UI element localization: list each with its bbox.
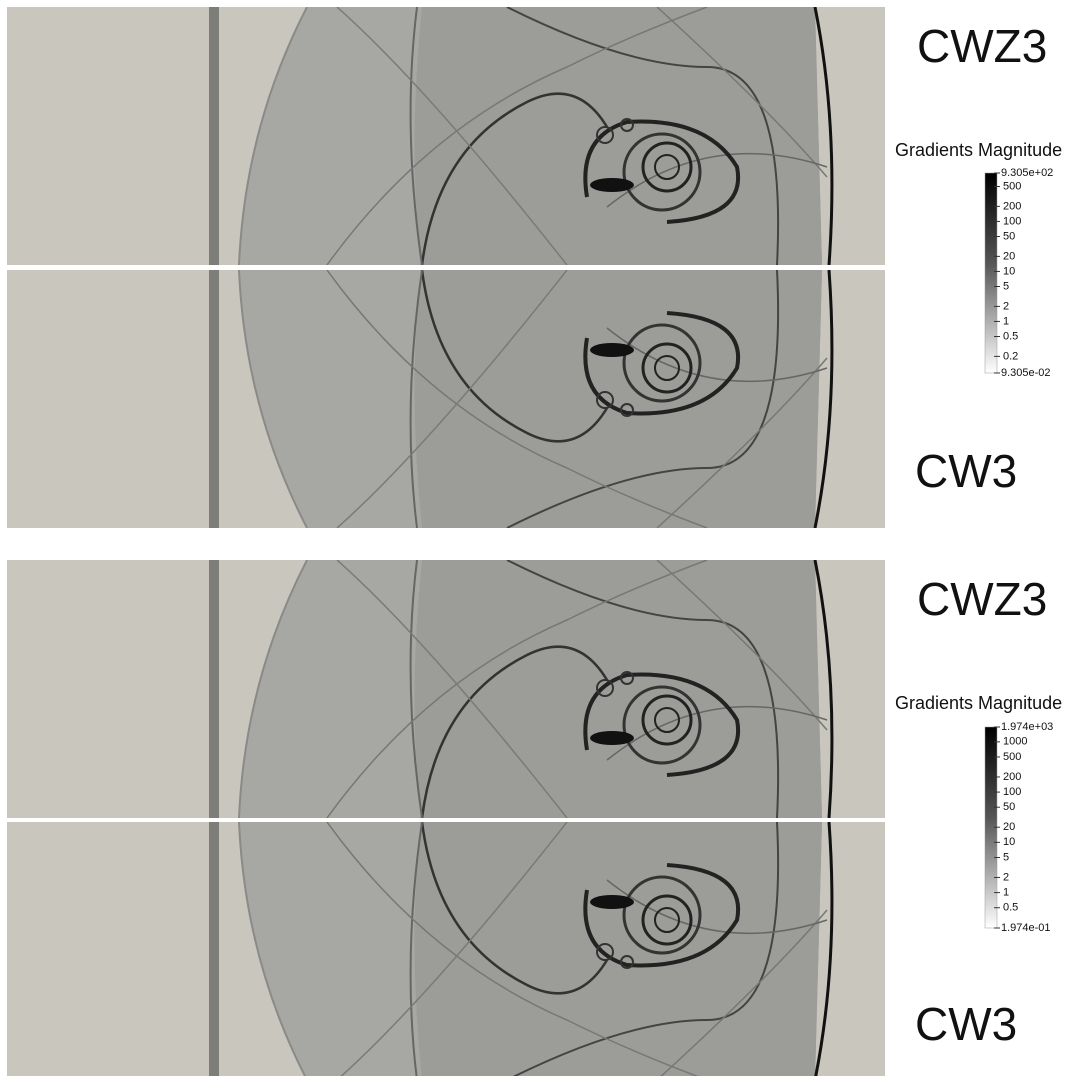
- colorbar-tick-label: 10: [1003, 836, 1015, 848]
- colorbar-tick-label: 1.974e-01: [1001, 922, 1051, 934]
- colorbar-tick-label: 200: [1003, 771, 1021, 783]
- colorbar-tick-label: 9.305e-02: [1001, 367, 1051, 379]
- colorbar-tick-label: 100: [1003, 786, 1021, 798]
- panel-label: CWZ3: [917, 20, 1047, 72]
- colorbar-tick-label: 20: [1003, 821, 1015, 833]
- colorbar-tick-label: 2: [1003, 300, 1009, 312]
- colorbar-tick-label: 200: [1003, 200, 1021, 212]
- panel-field: [7, 822, 885, 1076]
- panel-label: CWZ3: [917, 573, 1047, 625]
- colorbar-tick-label: 0.5: [1003, 330, 1018, 342]
- panel-field: [7, 7, 885, 265]
- colorbar-tick-label: 9.305e+02: [1001, 167, 1053, 179]
- colorbars: Gradients Magnitude9.305e+029.305e-02500…: [895, 140, 1062, 934]
- panel-field: [7, 560, 885, 818]
- panel-image: [7, 7, 885, 265]
- colorbar-tick-label: 5: [1003, 851, 1009, 863]
- colorbar-tick-label: 1: [1003, 315, 1009, 327]
- colorbar-tick-label: 1.974e+03: [1001, 721, 1053, 733]
- colorbar-tick-label: 1: [1003, 886, 1009, 898]
- page: CWZ3 CW3 CWZ3 CW3 Gradients Magnitude 9.305e…: [0, 0, 1091, 1076]
- colorbar-title: Gradients Magnitude: [895, 693, 1062, 713]
- colorbar-title: Gradients Magnitude: [895, 140, 1062, 160]
- simulation-panel: [7, 822, 885, 1076]
- panels: [7, 7, 885, 1076]
- panel-image: [7, 560, 885, 818]
- colorbar-tick-label: 50: [1003, 801, 1015, 813]
- colorbar-tick-label: 20: [1003, 250, 1015, 262]
- figure: CWZ3 CW3 CWZ3 CW3 Gradients Magnitude 9.305e…: [0, 0, 1091, 1076]
- simulation-panel: [7, 7, 885, 265]
- colorbar-tick-label: 100: [1003, 215, 1021, 227]
- colorbar-tick-label: 1000: [1003, 736, 1027, 748]
- panel-image: [7, 270, 885, 528]
- panel-label: CW3: [915, 998, 1017, 1050]
- colorbar-tick-label: 2: [1003, 871, 1009, 883]
- colorbar-tick-label: 50: [1003, 230, 1015, 242]
- simulation-panel: [7, 560, 885, 818]
- colorbar-tick-label: 5: [1003, 280, 1009, 292]
- simulation-panel: [7, 270, 885, 528]
- colorbar-tick-label: 0.5: [1003, 902, 1018, 914]
- colorbar-tick-label: 10: [1003, 265, 1015, 277]
- colorbar-tick-label: 0.2: [1003, 350, 1018, 362]
- panel-image: [7, 822, 885, 1076]
- colorbar: [985, 173, 997, 373]
- panel-label: CW3: [915, 445, 1017, 497]
- colorbar-tick-label: 500: [1003, 751, 1021, 763]
- panel-field: [7, 270, 885, 528]
- colorbar-tick-label: 500: [1003, 180, 1021, 192]
